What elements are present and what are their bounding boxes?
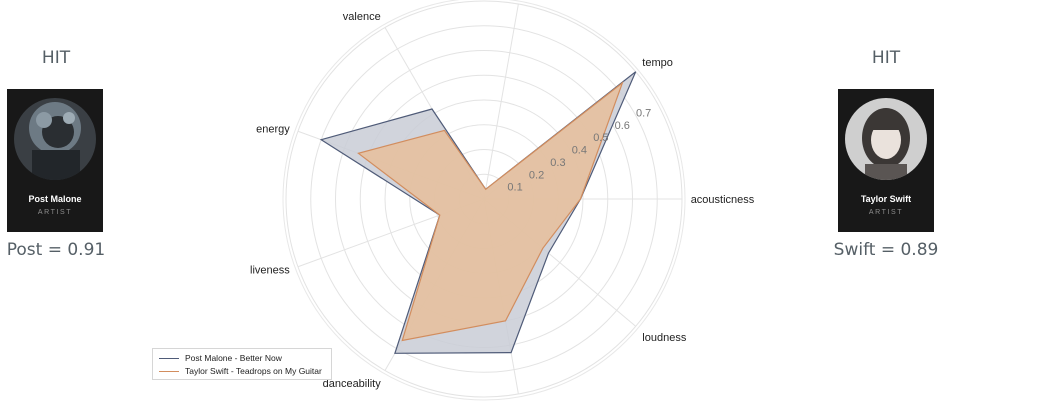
left-status-label: HIT (41, 48, 71, 68)
left-score-text: Post = 0.91 (6, 240, 106, 260)
radial-tick-label: 0.2 (529, 169, 544, 181)
radial-tick-label: 0.6 (615, 120, 630, 132)
right-artist-card[interactable]: Taylor Swift ARTIST (838, 89, 934, 232)
radial-tick-label: 0.1 (507, 182, 522, 194)
axis-label-valence: valence (343, 11, 381, 23)
axis-label-liveness: liveness (250, 265, 290, 277)
radial-tick-label: 0.4 (572, 145, 587, 157)
axis-label-danceability: danceability (323, 378, 382, 390)
chart-legend: Post Malone - Better Now Taylor Swift - … (152, 348, 332, 380)
left-artist-name: Post Malone (28, 194, 82, 204)
left-artist-card[interactable]: Post Malone ARTIST (7, 89, 103, 232)
axis-spoke (483, 3, 519, 200)
radial-tick-label: 0.5 (593, 132, 608, 144)
left-artist-role: ARTIST (37, 209, 73, 216)
outer-frame-ring (282, 0, 686, 401)
axis-label-acousticness: acousticness (691, 194, 755, 206)
legend-label-post-malone: Post Malone - Better Now (185, 353, 282, 363)
radial-tick-label: 0.7 (636, 107, 651, 119)
radar-series (319, 71, 637, 354)
series-area-taylor-swift (357, 81, 624, 342)
radial-tick-label: 0.3 (550, 157, 565, 169)
legend-label-taylor-swift: Taylor Swift - Teadrops on My Guitar (185, 366, 322, 376)
axis-label-loudness: loudness (642, 332, 687, 344)
radar-labels: acousticnesstempospeechinessvalenceenerg… (250, 11, 755, 390)
right-artist-name: Taylor Swift (860, 194, 912, 204)
taylor-swift-avatar (845, 98, 927, 180)
axis-label-tempo: tempo (642, 57, 673, 69)
axis-label-energy: energy (256, 123, 290, 135)
right-artist-role: ARTIST (868, 209, 904, 216)
legend-item-post-malone: Post Malone - Better Now (159, 353, 282, 363)
right-status-label: HIT (871, 48, 901, 68)
legend-swatch-taylor-swift (159, 370, 179, 372)
right-score-text: Swift = 0.89 (833, 240, 939, 260)
legend-item-taylor-swift: Taylor Swift - Teadrops on My Guitar (159, 366, 322, 376)
legend-swatch-post-malone (159, 357, 179, 359)
post-malone-avatar (14, 98, 96, 180)
